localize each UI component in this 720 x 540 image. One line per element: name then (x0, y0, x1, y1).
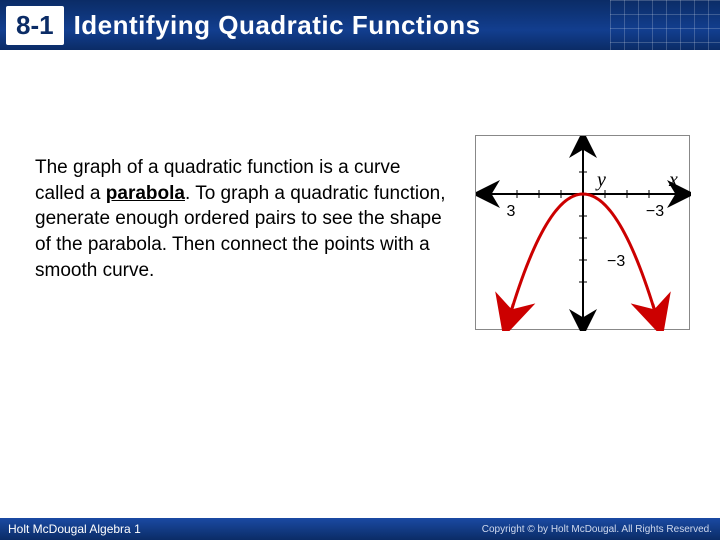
slide-title: Identifying Quadratic Functions (74, 10, 481, 41)
vocab-term-parabola: parabola (106, 183, 185, 204)
body-content: The graph of a quadratic function is a c… (35, 155, 455, 283)
svg-text:−3: −3 (607, 253, 625, 270)
svg-text:y: y (595, 169, 606, 191)
footer-textbook-name: Holt McDougal Algebra 1 (8, 522, 141, 536)
svg-text:x: x (668, 169, 678, 191)
footer-copyright: Copyright © by Holt McDougal. All Rights… (482, 524, 712, 535)
body-paragraph: The graph of a quadratic function is a c… (35, 155, 455, 283)
slide-header: 8-1 Identifying Quadratic Functions (0, 0, 720, 50)
parabola-graph: y x 3 −3 −3 (475, 135, 690, 330)
svg-text:−3: −3 (646, 203, 664, 220)
header-grid-decoration (610, 0, 720, 50)
graph-svg: y x 3 −3 −3 (476, 136, 691, 331)
slide-footer: Holt McDougal Algebra 1 Copyright © by H… (0, 518, 720, 540)
svg-text:3: 3 (507, 203, 516, 220)
section-number-badge: 8-1 (6, 6, 64, 45)
